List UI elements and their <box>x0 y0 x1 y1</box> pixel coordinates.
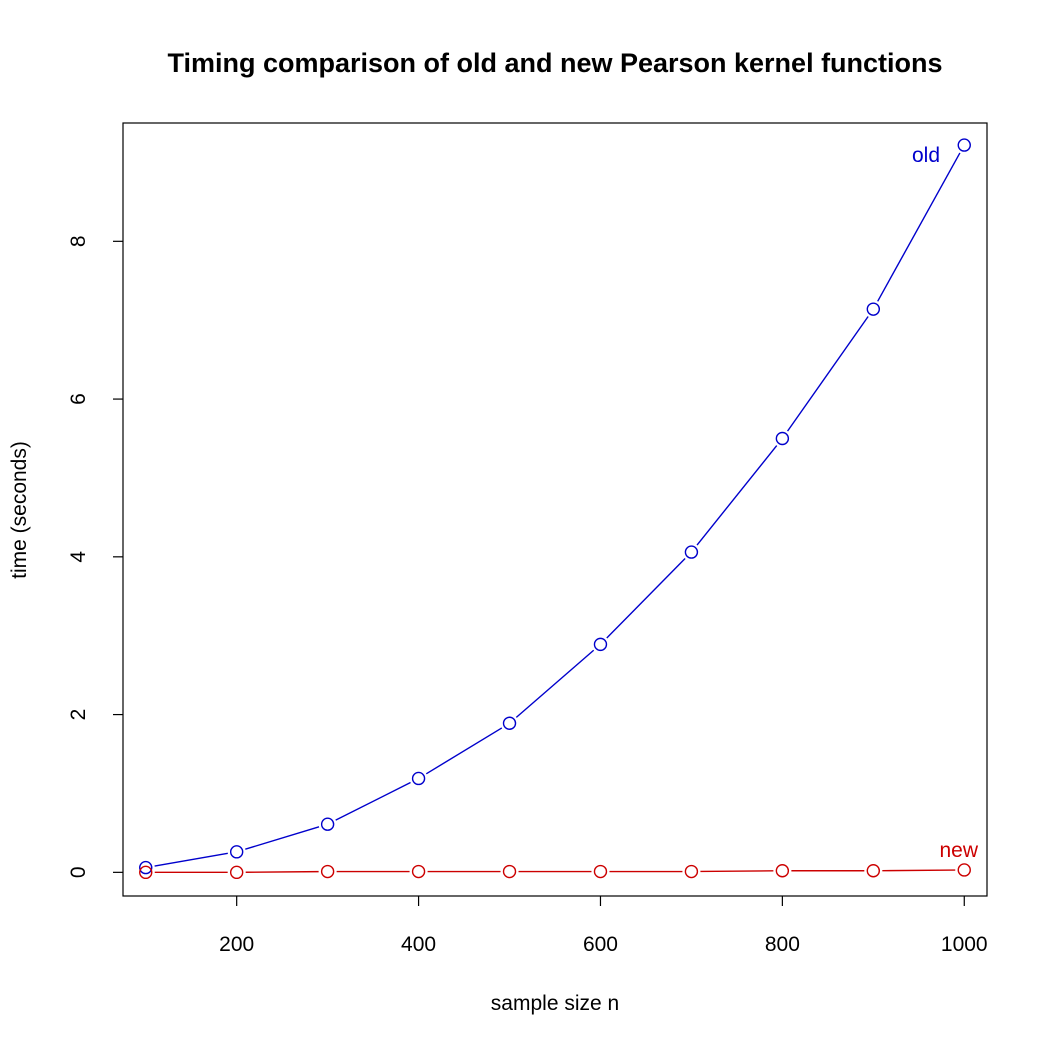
series-old <box>139 138 971 875</box>
series-old-point <box>411 771 426 786</box>
series-old-segment <box>425 727 503 775</box>
series-old-point <box>502 716 517 730</box>
series-old-segment <box>335 781 411 821</box>
series-old-point <box>320 817 335 831</box>
y-tick-label: 8 <box>67 235 90 247</box>
x-tick-label: 400 <box>401 933 436 956</box>
series-new-segment <box>700 870 774 873</box>
series-old-segment <box>154 852 228 867</box>
series-old-segment <box>245 826 320 850</box>
y-axis: 0 2 4 6 8 <box>67 235 123 878</box>
series-new <box>139 863 971 880</box>
x-tick-label: 600 <box>583 933 618 956</box>
series-new-point <box>957 863 971 877</box>
series-new-point <box>593 864 608 879</box>
series-label-old: old <box>912 144 940 167</box>
series-old-segment <box>696 445 778 546</box>
series-old-point <box>957 138 971 152</box>
series-old-point <box>593 637 608 652</box>
series-new-point <box>411 864 426 879</box>
series-label-new: new <box>939 839 978 862</box>
series-new-point <box>775 864 790 878</box>
series-new-point <box>320 864 335 879</box>
x-axis-label: sample size n <box>491 992 619 1015</box>
y-tick-label: 0 <box>67 866 90 878</box>
series-old-segment <box>606 558 686 639</box>
x-tick-label: 800 <box>765 933 800 956</box>
series-labels: old new <box>912 144 979 862</box>
series-new-point <box>139 865 153 880</box>
series-new-segment <box>245 870 319 873</box>
series-old-point <box>866 302 881 316</box>
y-tick-label: 2 <box>67 709 90 721</box>
series-new-point <box>684 864 699 879</box>
series-old-point <box>684 545 699 559</box>
series-old-segment <box>515 649 595 718</box>
y-tick-label: 4 <box>67 551 90 563</box>
y-tick-label: 6 <box>67 393 90 405</box>
series-old-segment <box>786 316 869 432</box>
x-tick-label: 200 <box>219 933 254 956</box>
plot-frame <box>122 122 988 897</box>
series-old-point <box>139 860 153 875</box>
series-old-point <box>775 431 790 446</box>
series-old-point <box>229 845 244 859</box>
series-new-point <box>866 864 881 878</box>
series-new-point <box>502 864 517 879</box>
chart-title: Timing comparison of old and new Pearson… <box>167 48 942 78</box>
series-old-segment <box>877 152 961 302</box>
y-axis-label: time (seconds) <box>8 441 31 579</box>
series-new-point <box>229 865 244 880</box>
x-tick-label: 1000 <box>941 933 988 956</box>
series-new-segment <box>882 869 956 872</box>
series-layer <box>139 138 971 880</box>
x-axis: 200 400 600 800 1000 <box>219 896 988 956</box>
